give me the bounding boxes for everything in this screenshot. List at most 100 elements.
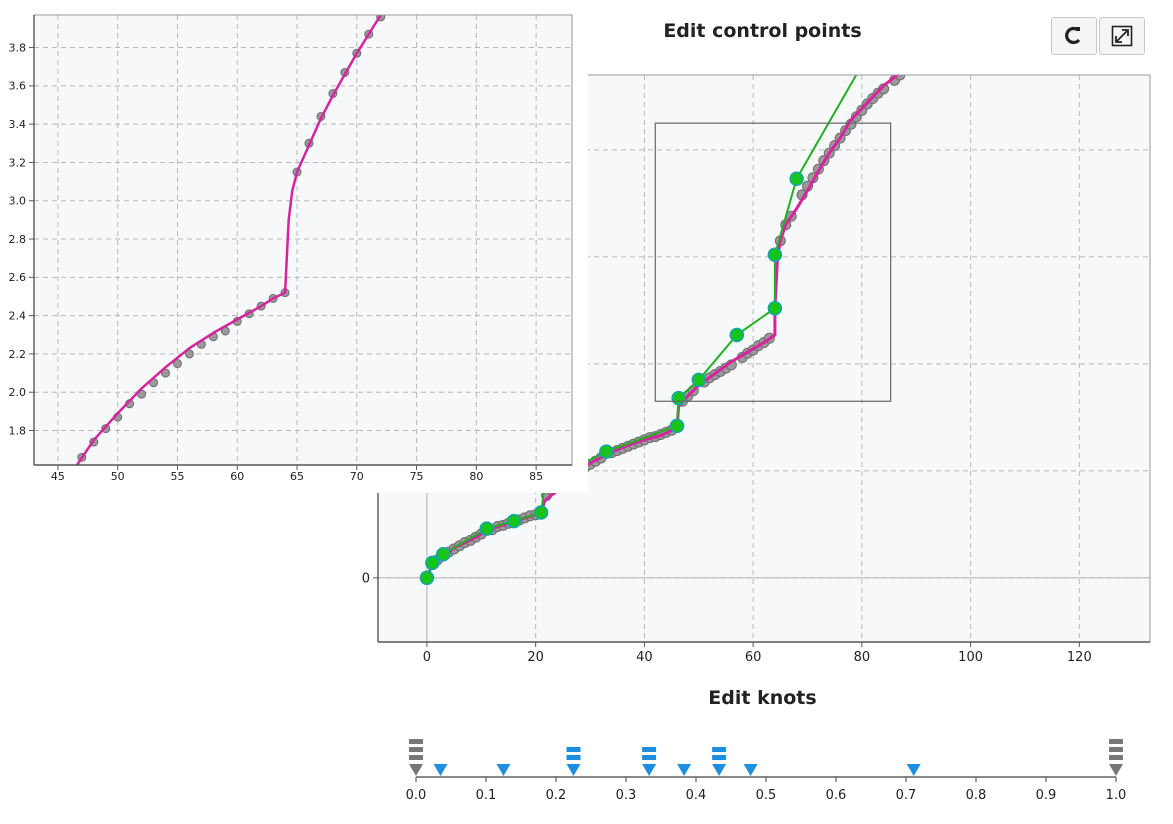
data-point [971,12,981,22]
knot-marker[interactable] [712,747,727,776]
data-point [987,2,997,12]
knot-multiplicity-bar [1109,755,1123,760]
data-point [1004,0,1014,2]
x-tick-label: 75 [410,470,424,483]
data-point [938,36,948,46]
knot-triangle [906,764,921,776]
zoom-inset-chart[interactable]: 45 50 55 60 65 70 75 80 85 1.8 2.0 2.2 2.4 2.6 2.8 3.0 3… [0,0,590,495]
knot-multiplicity-bar [712,747,727,752]
knot-tick-label: 0.7 [896,788,917,803]
control-point[interactable] [789,171,804,187]
y-tick-label: 3.2 [9,156,27,169]
data-point [933,40,943,50]
y-tick-label: 3.6 [9,80,27,93]
x-tick-label: 80 [854,650,871,665]
zoom-region-rect[interactable] [654,122,892,402]
knot-marker[interactable] [566,747,581,776]
knot-tick-label: 0.6 [826,788,847,803]
knot-marker[interactable] [409,739,423,776]
knot-multiplicity-bar [566,755,581,760]
x-tick-label: 40 [636,650,653,665]
knot-marker[interactable] [743,764,758,776]
knot-multiplicity-bar [409,755,423,760]
plot-layer [34,15,572,465]
knot-marker[interactable] [496,764,511,776]
x-tick-label: 60 [230,470,244,483]
plot-area [34,15,572,465]
y-tick-label: 2.8 [9,233,27,246]
data-point [944,31,954,41]
data-point [949,27,959,37]
data-point [976,8,986,18]
control-point[interactable] [425,555,440,571]
x-tick-label: 100 [958,650,983,665]
knot-marker[interactable] [433,764,448,776]
knot-multiplicity-bar [712,755,727,760]
data-point [982,5,992,15]
knot-marker[interactable] [677,764,692,776]
knot-multiplicity-bar [1109,739,1123,744]
control-point[interactable] [419,570,435,586]
magnet-button[interactable] [1051,17,1097,55]
control-point[interactable] [599,444,614,459]
knot-marker[interactable] [906,764,921,776]
data-point [928,44,938,54]
x-tick-label: 70 [350,470,364,483]
data-point [906,60,916,70]
knot-multiplicity-bar [642,755,657,760]
knot-tick-label: 0.2 [546,788,567,803]
control-point[interactable] [767,247,783,262]
knot-multiplicity-bar [642,747,657,752]
knot-triangle [743,764,758,776]
control-point[interactable] [506,513,522,529]
y-tick-label: 2.4 [9,309,27,322]
knot-triangle [712,764,727,776]
knot-tick-label: 0.1 [476,788,497,803]
knot-triangle [1109,764,1123,776]
fullscreen-button[interactable] [1099,17,1145,55]
y-tick-label: 3.8 [9,41,27,54]
control-point[interactable] [729,327,745,343]
knot-marker[interactable] [1109,739,1123,776]
control-point[interactable] [885,6,898,19]
y-tick-label: 2.2 [9,348,27,361]
knot-triangle [677,764,692,776]
knots-editor[interactable]: 0.0 0.1 0.2 0.3 0.4 0.5 0.6 0.7 0.8 0.9 1.0 [0,715,1173,824]
knot-triangle [642,764,657,776]
knot-tick-label: 0.8 [966,788,987,803]
control-point[interactable] [533,505,549,520]
control-polygon [425,75,858,579]
data-point [998,0,1008,5]
data-point [161,368,171,378]
knot-tick-label: 0.5 [756,788,777,803]
control-point[interactable] [479,521,494,536]
knot-tick-label: 0.4 [686,788,707,803]
knot-tick-label: 0.3 [616,788,637,803]
x-tick-label: 60 [745,650,762,665]
data-point [904,75,907,76]
knot-triangle [409,764,423,776]
knot-multiplicity-bar [1109,747,1123,752]
control-point[interactable] [691,372,707,388]
data-point [917,52,927,62]
y-tick-label: 1.8 [9,424,27,437]
x-tick-label: 20 [527,650,544,665]
data-point [911,56,921,66]
knots-title: Edit knots [708,687,817,709]
y-tick-label: 2.0 [9,386,27,399]
x-tick-label: 80 [469,470,483,483]
data-point [184,349,194,359]
y-tick-label: 0 [362,571,370,586]
data-point [966,17,976,27]
control-point[interactable] [669,418,685,434]
chart-title: Edit control points [663,20,862,42]
magnet-icon [1065,26,1081,45]
knot-multiplicity-bar [409,739,423,744]
knot-marker[interactable] [642,747,657,776]
data-point [955,24,965,34]
knot-tick-label: 0.9 [1036,788,1057,803]
control-point[interactable] [671,390,686,406]
y-tick-label: 3.0 [9,195,27,208]
control-point[interactable] [767,300,783,316]
control-point[interactable] [435,547,451,562]
